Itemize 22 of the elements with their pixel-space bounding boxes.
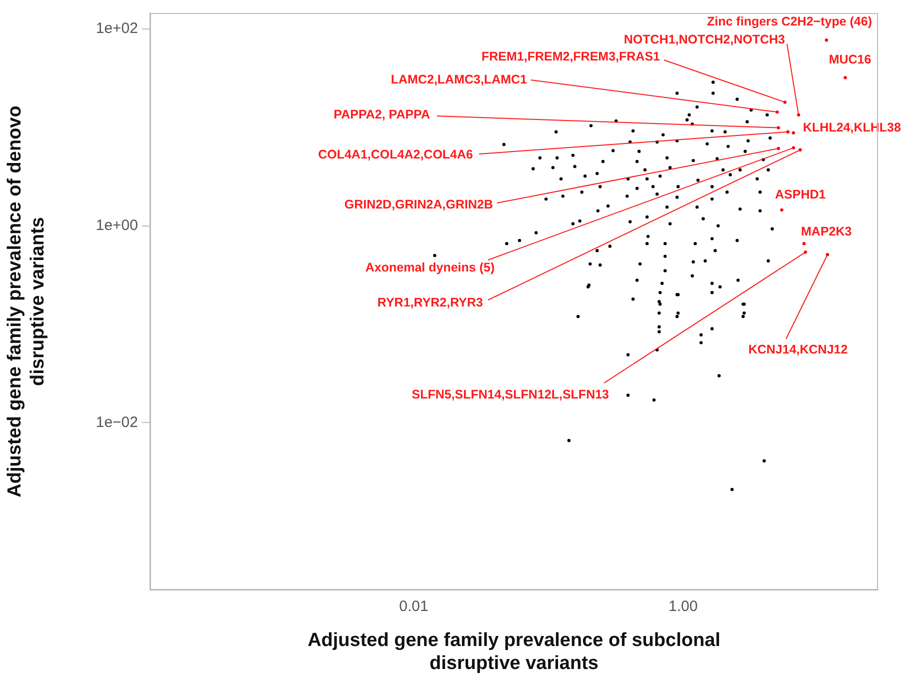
annotation: PAPPA2, PAPPA [334, 107, 430, 122]
x-axis-title: Adjusted gene family prevalence of subclonal disruptive variants [308, 630, 720, 674]
annotation: KLHL24,KLHL38 [803, 120, 901, 134]
annotation: GRIN2D,GRIN2A,GRIN2B [344, 197, 493, 212]
y-tick-label: 1e−02 [96, 414, 138, 431]
annotation: NOTCH1,NOTCH2,NOTCH3 [624, 32, 786, 46]
x-tick-label: 0.01 [399, 598, 428, 616]
annotation: COL4A1,COL4A2,COL4A6 [318, 147, 474, 162]
y-tick-label: 1e+02 [96, 20, 138, 38]
annotation: KCNJ14,KCNJ12 [748, 342, 848, 356]
annotation: SLFN5,SLFN14,SLFN12L,SLFN13 [412, 387, 610, 402]
annotation: Zinc fingers C2H2−type (46) [707, 14, 872, 28]
annotation: Axonemal dyneins (5) [365, 260, 495, 274]
annotation: FREM1,FREM2,FREM3,FRAS1 [482, 49, 660, 64]
y-tick-label: 1e+00 [96, 216, 138, 234]
annotation: MUC16 [828, 52, 872, 66]
annotation: LAMC2,LAMC3,LAMC1 [390, 72, 528, 86]
y-axis-title: Adjusted gene family prevalence of denovo disruptive variants [4, 106, 48, 498]
x-tick-label: 1.00 [668, 598, 698, 616]
annotation: MAP2K3 [801, 224, 852, 238]
annotation: ASPHD1 [775, 187, 826, 202]
annotation: RYR1,RYR2,RYR3 [377, 295, 484, 310]
